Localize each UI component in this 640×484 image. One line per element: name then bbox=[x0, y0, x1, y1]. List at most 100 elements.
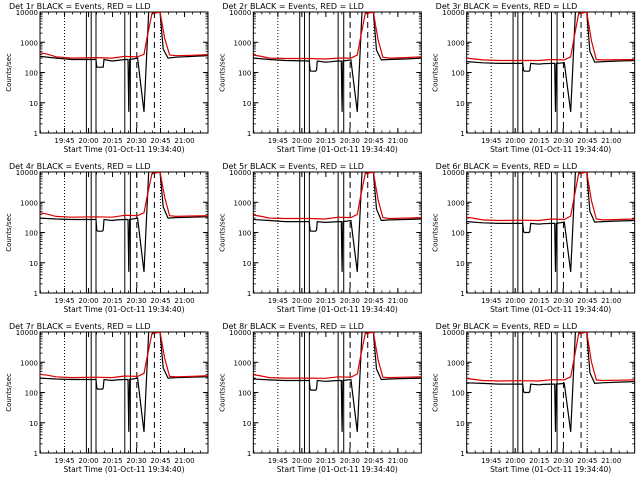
series-line-lld bbox=[466, 172, 635, 222]
series-line-lld bbox=[253, 172, 422, 220]
y-tick-label: 100 bbox=[25, 390, 38, 398]
plot-frame bbox=[466, 171, 636, 294]
y-tick-label: 100 bbox=[25, 230, 38, 238]
y-tick-label: 1 bbox=[247, 290, 251, 298]
x-tick-label: 19:45 bbox=[54, 457, 74, 465]
series-line-events bbox=[253, 172, 422, 272]
series-line-events bbox=[466, 332, 635, 432]
y-tick-label: 10 bbox=[242, 420, 251, 428]
y-tick-label: 1 bbox=[460, 450, 464, 458]
x-tick-label: 20:45 bbox=[150, 137, 170, 145]
panel-det-5: Det 5r BLACK = Events, RED = LLD 1 10 100 10… bbox=[218, 162, 422, 314]
x-tick-label: 21:00 bbox=[388, 297, 408, 305]
x-tick-label: 20:30 bbox=[340, 137, 360, 145]
x-tick-label: 19:45 bbox=[268, 457, 288, 465]
y-tick-label: 10000 bbox=[229, 169, 251, 177]
panel-det-6: Det 6r BLACK = Events, RED = LLD 1 10 100 10… bbox=[432, 162, 636, 314]
plot-area bbox=[253, 172, 422, 293]
x-tick-label: 20:30 bbox=[340, 457, 360, 465]
y-tick-label: 1 bbox=[247, 450, 251, 458]
y-tick-label: 1000 bbox=[20, 199, 38, 207]
x-axis-label: Start Time (01-Oct-11 19:34:40) bbox=[277, 305, 398, 314]
x-tick-label: 20:15 bbox=[316, 457, 336, 465]
x-tick-label: 21:00 bbox=[174, 457, 194, 465]
plot-area bbox=[40, 172, 208, 293]
y-axis-label: Counts/sec bbox=[432, 373, 440, 412]
y-axis-label: Counts/sec bbox=[432, 213, 440, 252]
panel-det-2: Det 2r BLACK = Events, RED = LLD 1 10 100 10… bbox=[218, 2, 422, 154]
plot-area bbox=[40, 12, 208, 133]
x-tick-label: 21:00 bbox=[601, 457, 621, 465]
panel-title: Det 3r BLACK = Events, RED = LLD bbox=[436, 2, 578, 11]
plot-area bbox=[466, 332, 635, 453]
plot-frame bbox=[466, 11, 636, 134]
y-tick-label: 10000 bbox=[442, 169, 464, 177]
panel-title: Det 1r BLACK = Events, RED = LLD bbox=[9, 2, 151, 11]
x-tick-label: 20:15 bbox=[529, 137, 549, 145]
panel-det-1: Det 1r BLACK = Events, RED = LLD 1 10 100 10… bbox=[5, 2, 209, 154]
y-tick-label: 10000 bbox=[16, 169, 38, 177]
y-axis-label: Counts/sec bbox=[218, 213, 226, 252]
plot-frame bbox=[252, 171, 422, 294]
y-tick-label: 10 bbox=[29, 420, 38, 428]
x-tick-label: 20:45 bbox=[577, 457, 597, 465]
x-axis-label: Start Time (01-Oct-11 19:34:40) bbox=[277, 465, 398, 474]
y-tick-label: 100 bbox=[238, 230, 251, 238]
y-axis-label: Counts/sec bbox=[5, 213, 13, 252]
x-tick-label: 21:00 bbox=[601, 297, 621, 305]
series-line-lld bbox=[466, 332, 635, 382]
y-tick-label: 10 bbox=[242, 260, 251, 268]
x-tick-label: 19:45 bbox=[54, 137, 74, 145]
x-tick-label: 19:45 bbox=[268, 297, 288, 305]
y-tick-label: 1 bbox=[34, 130, 38, 138]
x-tick-label: 20:15 bbox=[529, 457, 549, 465]
y-tick-label: 10000 bbox=[442, 9, 464, 17]
y-tick-label: 1000 bbox=[447, 199, 465, 207]
series-line-events bbox=[40, 12, 208, 112]
y-tick-label: 1 bbox=[34, 450, 38, 458]
x-tick-label: 19:45 bbox=[481, 297, 501, 305]
y-tick-label: 10 bbox=[29, 260, 38, 268]
y-tick-label: 100 bbox=[25, 70, 38, 78]
x-tick-label: 19:45 bbox=[481, 137, 501, 145]
y-tick-label: 10000 bbox=[16, 9, 38, 17]
series-line-lld bbox=[40, 332, 208, 379]
y-tick-label: 1 bbox=[247, 130, 251, 138]
series-line-lld bbox=[40, 172, 208, 218]
x-axis-label: Start Time (01-Oct-11 19:34:40) bbox=[63, 145, 184, 154]
x-axis-label: Start Time (01-Oct-11 19:34:40) bbox=[63, 465, 184, 474]
x-tick-label: 20:45 bbox=[150, 297, 170, 305]
y-tick-label: 100 bbox=[451, 390, 464, 398]
plot-area bbox=[466, 172, 635, 293]
y-axis-label: Counts/sec bbox=[432, 53, 440, 92]
series-line-events bbox=[466, 12, 635, 112]
y-tick-label: 100 bbox=[451, 230, 464, 238]
x-tick-label: 20:45 bbox=[150, 457, 170, 465]
series-line-events bbox=[40, 172, 208, 272]
x-tick-label: 20:00 bbox=[292, 457, 312, 465]
x-tick-label: 20:15 bbox=[316, 297, 336, 305]
y-tick-label: 10000 bbox=[229, 329, 251, 337]
y-tick-label: 10 bbox=[242, 100, 251, 108]
series-line-lld bbox=[466, 12, 635, 62]
x-axis-label: Start Time (01-Oct-11 19:34:40) bbox=[490, 305, 611, 314]
y-tick-label: 10 bbox=[456, 100, 465, 108]
x-tick-label: 20:30 bbox=[553, 137, 573, 145]
plot-frame bbox=[252, 331, 422, 454]
x-tick-label: 20:30 bbox=[126, 297, 146, 305]
y-axis-label: Counts/sec bbox=[5, 53, 13, 92]
x-axis-label: Start Time (01-Oct-11 19:34:40) bbox=[277, 145, 398, 154]
y-tick-label: 10 bbox=[456, 260, 465, 268]
y-tick-label: 10000 bbox=[16, 329, 38, 337]
series-line-lld bbox=[253, 12, 422, 60]
panel-title: Det 4r BLACK = Events, RED = LLD bbox=[9, 162, 151, 171]
x-tick-label: 20:15 bbox=[529, 297, 549, 305]
x-tick-label: 21:00 bbox=[388, 457, 408, 465]
panel-title: Det 5r BLACK = Events, RED = LLD bbox=[222, 162, 364, 171]
y-tick-label: 10000 bbox=[442, 329, 464, 337]
panel-title: Det 7r BLACK = Events, RED = LLD bbox=[9, 322, 151, 331]
panel-det-7: Det 7r BLACK = Events, RED = LLD 1 10 100 10… bbox=[5, 322, 209, 474]
y-tick-label: 100 bbox=[451, 70, 464, 78]
